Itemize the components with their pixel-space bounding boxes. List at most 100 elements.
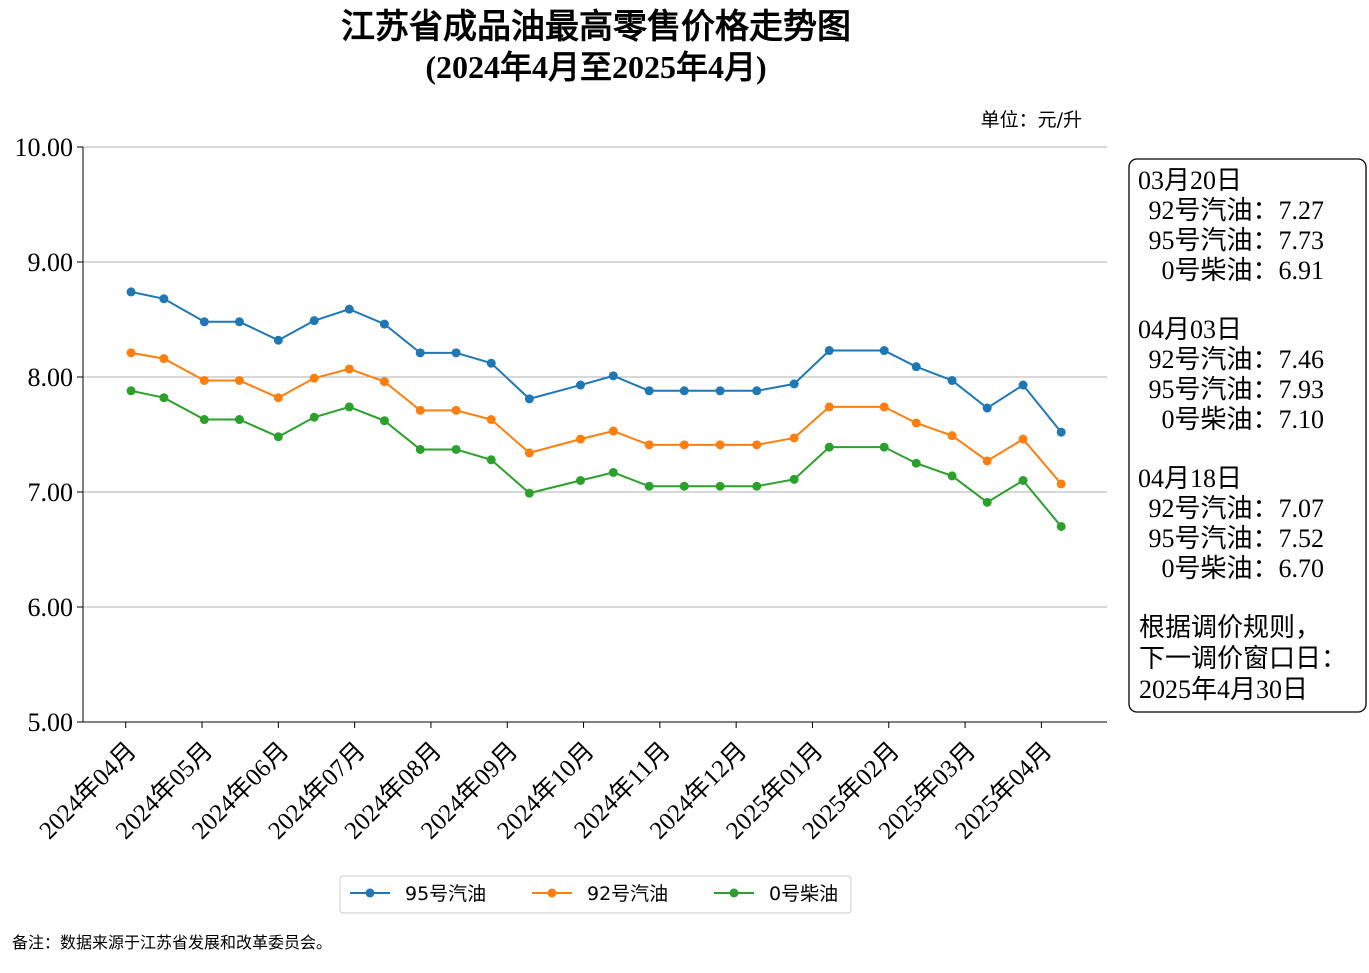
- data-point: [486, 455, 496, 465]
- data-point: [608, 426, 618, 436]
- data-point: [644, 386, 654, 396]
- data-point: [309, 373, 319, 383]
- data-point: [451, 405, 461, 415]
- data-point: [451, 348, 461, 358]
- chart-subtitle: (2024年4月至2025年4月): [425, 49, 766, 85]
- data-point: [234, 415, 244, 425]
- legend-label: 0号柴油: [769, 883, 838, 905]
- data-point: [715, 386, 725, 396]
- data-point: [524, 394, 534, 404]
- data-point: [824, 402, 834, 412]
- data-point: [486, 358, 496, 368]
- data-point: [344, 402, 354, 412]
- y-tick-label: 5.00: [28, 708, 74, 737]
- series-line: [130, 351, 1062, 485]
- data-point: [486, 415, 496, 425]
- data-point: [824, 346, 834, 356]
- data-point: [524, 448, 534, 458]
- data-point: [982, 403, 992, 413]
- data-point: [379, 319, 389, 329]
- data-point: [644, 440, 654, 450]
- data-point: [1056, 427, 1066, 437]
- info-line: 92号汽油：7.07: [1148, 494, 1324, 523]
- y-tick-label: 9.00: [28, 248, 74, 277]
- info-line: 92号汽油：7.46: [1148, 345, 1324, 374]
- legend-marker: [547, 888, 557, 898]
- y-tick-label: 7.00: [28, 478, 74, 507]
- data-point: [947, 431, 957, 441]
- data-point: [199, 375, 209, 385]
- footnote: 备注：数据来源于江苏省发展和改革委员会。: [12, 933, 332, 952]
- legend-marker: [729, 888, 739, 898]
- legend-box: [339, 875, 852, 914]
- data-point: [789, 379, 799, 389]
- info-line: 95号汽油：7.52: [1148, 524, 1324, 553]
- data-point: [126, 348, 136, 358]
- data-point: [679, 440, 689, 450]
- info-note: 2025年4月30日: [1139, 675, 1308, 704]
- data-point: [273, 432, 283, 442]
- data-point: [715, 481, 725, 491]
- data-point: [608, 371, 618, 381]
- data-point: [1018, 434, 1028, 444]
- y-tick-label: 8.00: [28, 363, 74, 392]
- data-point: [752, 386, 762, 396]
- info-line: 0号柴油：6.91: [1161, 256, 1324, 285]
- data-point: [576, 476, 586, 485]
- info-note: 根据调价规则，: [1139, 613, 1321, 642]
- info-note: 下一调价窗口日：: [1139, 644, 1347, 673]
- data-point: [679, 481, 689, 491]
- data-point: [679, 386, 689, 396]
- data-point: [415, 405, 425, 415]
- data-point: [789, 474, 799, 484]
- data-point: [234, 317, 244, 327]
- unit-label: 单位：元/升: [981, 109, 1082, 131]
- data-point: [947, 471, 957, 481]
- data-point: [309, 412, 319, 422]
- info-date: 04月03日: [1138, 315, 1242, 344]
- data-point: [911, 458, 921, 468]
- legend-marker: [365, 888, 375, 898]
- data-point: [126, 287, 136, 297]
- info-line: 92号汽油：7.27: [1148, 196, 1324, 225]
- data-point: [234, 375, 244, 385]
- data-point: [608, 467, 618, 477]
- data-point: [199, 415, 209, 425]
- info-line: 95号汽油：7.93: [1148, 375, 1324, 404]
- data-point: [911, 418, 921, 428]
- info-line: 0号柴油：7.10: [1161, 405, 1324, 434]
- data-point: [1056, 479, 1066, 489]
- data-point: [982, 497, 992, 507]
- info-line: 0号柴油：6.70: [1161, 554, 1324, 583]
- data-point: [344, 304, 354, 314]
- chart-title: 江苏省成品油最高零售价格走势图: [341, 8, 851, 46]
- y-tick-label: 10.00: [15, 133, 74, 162]
- legend-label: 92号汽油: [587, 883, 668, 905]
- info-box: [1128, 158, 1367, 713]
- data-point: [911, 362, 921, 372]
- data-point: [159, 354, 169, 364]
- data-point: [159, 393, 169, 403]
- data-point: [309, 316, 319, 326]
- data-point: [1018, 476, 1028, 485]
- info-date: 03月20日: [1138, 166, 1242, 195]
- data-point: [273, 335, 283, 345]
- data-point: [752, 481, 762, 491]
- data-point: [715, 440, 725, 450]
- data-point: [159, 294, 169, 304]
- data-point: [982, 456, 992, 466]
- info-line: 95号汽油：7.73: [1148, 226, 1324, 255]
- y-tick-label: 6.00: [28, 593, 74, 622]
- data-point: [644, 481, 654, 491]
- data-point: [451, 444, 461, 454]
- data-point: [379, 377, 389, 387]
- data-point: [576, 380, 586, 390]
- info-date: 04月18日: [1138, 464, 1242, 493]
- data-point: [576, 434, 586, 444]
- data-point: [752, 440, 762, 450]
- data-point: [524, 488, 534, 498]
- data-point: [379, 416, 389, 426]
- data-point: [947, 375, 957, 385]
- data-point: [344, 364, 354, 374]
